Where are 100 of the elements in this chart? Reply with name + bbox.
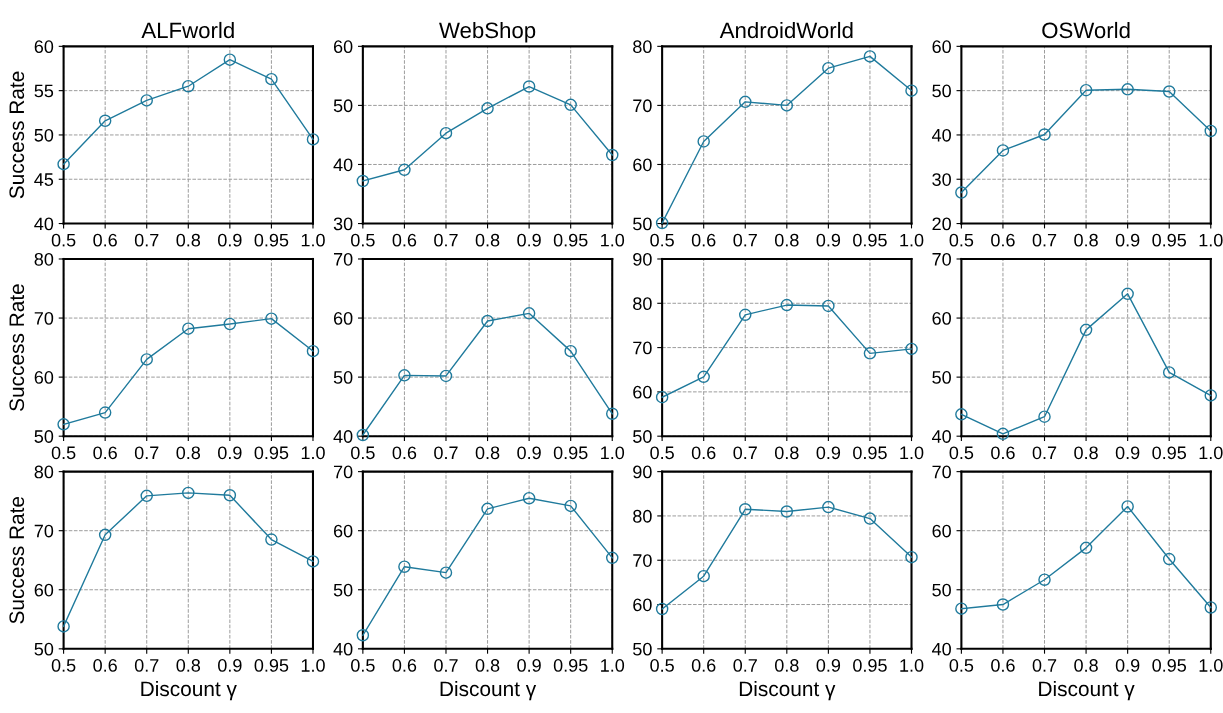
x-tick-label: 0.95 bbox=[1152, 233, 1187, 247]
x-tick-label: 0.95 bbox=[1152, 659, 1187, 672]
x-tick-label: 0.9 bbox=[1115, 233, 1140, 247]
chart-title: ALFworld bbox=[141, 21, 234, 39]
point bbox=[905, 550, 918, 564]
x-tick-label: 0.9 bbox=[816, 233, 841, 247]
x-tick-label: 0.6 bbox=[392, 233, 417, 247]
x-tick-label: 0.6 bbox=[991, 446, 1015, 460]
x-tick-label: 0.95 bbox=[254, 233, 289, 247]
point bbox=[522, 307, 536, 320]
y-tick-label: 60 bbox=[932, 40, 951, 54]
x-tick-label: 0.5 bbox=[351, 446, 375, 460]
y-tick-label: 50 bbox=[932, 583, 951, 597]
x-tick-label: 0.9 bbox=[517, 659, 541, 672]
x-tick-label: 0.6 bbox=[991, 233, 1015, 247]
point bbox=[905, 84, 918, 97]
point bbox=[655, 216, 669, 230]
point bbox=[98, 528, 112, 542]
x-tick-label: 0.9 bbox=[218, 659, 242, 672]
y-tick-label: 50 bbox=[932, 84, 951, 98]
x-tick-label: 0.9 bbox=[218, 233, 242, 247]
point bbox=[439, 126, 453, 140]
point bbox=[1079, 83, 1093, 97]
point bbox=[1162, 366, 1176, 379]
y-tick-label: 50 bbox=[333, 99, 353, 113]
y-tick-label: 70 bbox=[633, 99, 652, 113]
point bbox=[1121, 287, 1134, 301]
y-tick-label: 70 bbox=[932, 252, 951, 266]
x-tick-label: 0.6 bbox=[93, 659, 117, 672]
y-tick-label: 30 bbox=[932, 173, 951, 186]
point bbox=[140, 353, 153, 366]
x-tick-label: 1.0 bbox=[301, 659, 325, 672]
x-tick-label: 0.5 bbox=[351, 659, 375, 672]
y-axis-title: Success Rate bbox=[9, 71, 25, 199]
point bbox=[265, 312, 278, 325]
point bbox=[822, 299, 835, 313]
y-tick-label: 50 bbox=[34, 128, 54, 142]
y-tick-label: 70 bbox=[633, 341, 652, 355]
x-tick-label: 0.5 bbox=[650, 446, 674, 460]
x-tick-label: 0.7 bbox=[733, 659, 757, 672]
point bbox=[182, 79, 195, 93]
x-tick-label: 0.7 bbox=[134, 446, 159, 460]
x-tick-label: 0.9 bbox=[1115, 446, 1140, 460]
point bbox=[996, 427, 1010, 441]
x-tick-label: 0.8 bbox=[176, 659, 201, 672]
y-tick-label: 80 bbox=[633, 40, 652, 54]
y-tick-label: 40 bbox=[333, 158, 353, 172]
x-tick-label: 0.7 bbox=[134, 659, 159, 672]
point bbox=[780, 99, 794, 112]
point bbox=[182, 486, 195, 500]
point bbox=[522, 491, 536, 505]
point bbox=[140, 489, 153, 503]
point bbox=[1038, 410, 1051, 423]
point bbox=[481, 314, 494, 328]
point bbox=[863, 347, 877, 360]
x-tick-label: 0.95 bbox=[853, 446, 887, 460]
point bbox=[140, 94, 153, 107]
point bbox=[655, 390, 669, 404]
x-tick-label: 0.5 bbox=[51, 233, 76, 247]
x-tick-label: 0.6 bbox=[991, 659, 1015, 672]
x-tick-label: 0.8 bbox=[475, 446, 500, 460]
point bbox=[57, 418, 70, 431]
point bbox=[655, 602, 669, 616]
y-tick-label: 60 bbox=[932, 524, 951, 538]
x-tick-label: 0.7 bbox=[733, 446, 757, 460]
point bbox=[863, 50, 877, 63]
point bbox=[697, 370, 710, 384]
x-axis-title: Discount γ bbox=[739, 680, 836, 701]
y-tick-label: 50 bbox=[34, 642, 54, 656]
y-axis-title: Success Rate bbox=[9, 284, 25, 411]
x-tick-label: 0.6 bbox=[691, 233, 716, 247]
y-tick-label: 50 bbox=[932, 371, 951, 384]
y-tick-label: 50 bbox=[633, 217, 652, 231]
x-tick-label: 0.95 bbox=[254, 446, 289, 460]
x-tick-label: 0.8 bbox=[774, 446, 799, 460]
x-tick-label: 0.6 bbox=[691, 446, 716, 460]
x-tick-label: 1.0 bbox=[1199, 446, 1223, 460]
y-tick-label: 80 bbox=[34, 252, 54, 266]
x-tick-label: 1.0 bbox=[1199, 233, 1223, 247]
x-tick-label: 0.95 bbox=[1152, 446, 1187, 460]
point bbox=[738, 503, 752, 516]
y-tick-label: 40 bbox=[932, 128, 951, 142]
x-tick-label: 0.8 bbox=[1074, 233, 1098, 247]
x-tick-label: 0.6 bbox=[392, 659, 417, 672]
x-tick-label: 0.5 bbox=[51, 446, 76, 460]
point bbox=[306, 133, 320, 146]
y-tick-label: 40 bbox=[932, 642, 951, 656]
point bbox=[863, 512, 877, 525]
point bbox=[439, 369, 453, 383]
y-tick-label: 50 bbox=[633, 642, 652, 656]
y-tick-label: 60 bbox=[932, 311, 951, 325]
point bbox=[522, 80, 536, 93]
y-tick-label: 50 bbox=[333, 371, 353, 384]
x-axis-title: Discount γ bbox=[440, 680, 537, 701]
point bbox=[955, 408, 968, 421]
y-tick-label: 60 bbox=[34, 583, 54, 597]
y-tick-label: 50 bbox=[633, 430, 652, 443]
chart-title: AndroidWorld bbox=[719, 21, 853, 39]
y-tick-label: 60 bbox=[633, 158, 652, 172]
y-tick-label: 80 bbox=[633, 509, 652, 523]
